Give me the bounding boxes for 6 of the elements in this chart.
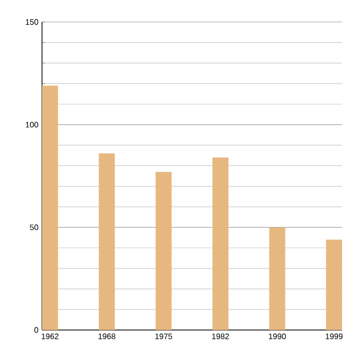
bar	[156, 172, 172, 330]
bar	[326, 240, 342, 330]
bar	[98, 153, 115, 330]
bar	[42, 86, 58, 330]
bar	[212, 158, 228, 330]
bar	[269, 227, 286, 330]
